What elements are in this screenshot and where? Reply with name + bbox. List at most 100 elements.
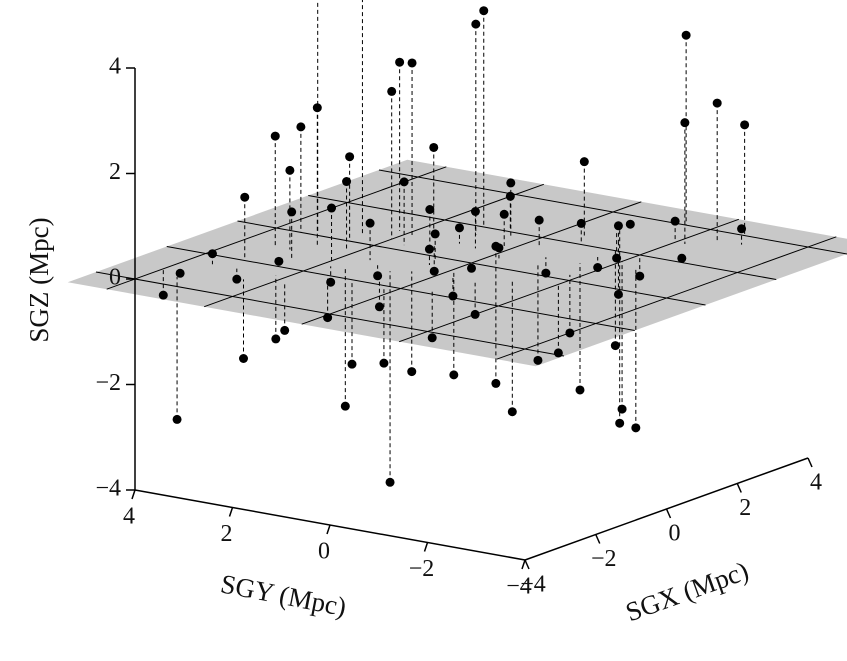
data-point xyxy=(507,407,517,417)
y-tick-label: −4 xyxy=(506,574,532,600)
data-point xyxy=(274,256,284,266)
y-tick-label: −2 xyxy=(409,556,435,582)
y-axis-title: SGY (Mpc) xyxy=(218,568,349,622)
data-point xyxy=(374,302,384,312)
data-point xyxy=(506,178,516,188)
x-tick-label: 2 xyxy=(739,495,751,521)
y-tick xyxy=(423,542,429,552)
data-point xyxy=(610,341,620,351)
y-tick-label: 4 xyxy=(123,504,135,530)
data-point xyxy=(553,348,563,358)
data-point xyxy=(327,203,337,213)
data-point xyxy=(429,266,439,276)
data-point xyxy=(239,354,248,363)
data-point xyxy=(387,86,397,96)
x-tick-label: 4 xyxy=(810,470,822,496)
data-point xyxy=(533,355,543,365)
data-point xyxy=(312,103,322,113)
data-point xyxy=(345,152,355,162)
data-point xyxy=(613,221,623,231)
data-point xyxy=(271,334,281,344)
data-point xyxy=(296,122,306,132)
data-point xyxy=(175,268,185,278)
data-point xyxy=(280,325,290,335)
data-point xyxy=(429,142,439,152)
data-point xyxy=(407,58,417,68)
data-point xyxy=(479,6,489,16)
data-point xyxy=(407,367,417,377)
data-point xyxy=(541,268,551,278)
data-point xyxy=(593,263,603,273)
data-point xyxy=(631,423,641,433)
x-tick xyxy=(665,508,672,519)
data-point xyxy=(285,165,295,175)
data-point xyxy=(232,274,242,284)
data-point xyxy=(287,207,297,217)
x-tick-label: 0 xyxy=(669,521,681,547)
data-point xyxy=(424,244,434,254)
data-point xyxy=(681,30,691,40)
data-point xyxy=(737,224,747,234)
data-point xyxy=(470,309,480,319)
x-tick-label: −4 xyxy=(520,572,546,598)
data-point xyxy=(470,207,480,216)
x-tick xyxy=(595,534,601,544)
z-axis-title: SGZ (Mpc) xyxy=(24,217,54,342)
z-tick-label: −4 xyxy=(95,476,121,502)
data-point xyxy=(625,219,635,229)
data-point xyxy=(712,98,722,108)
data-point xyxy=(740,120,750,130)
y-tick xyxy=(521,559,526,570)
y-tick xyxy=(228,507,234,517)
data-point xyxy=(395,57,405,67)
data-point xyxy=(534,215,544,225)
data-point xyxy=(340,401,350,411)
data-point xyxy=(615,418,625,428)
data-point xyxy=(491,241,501,251)
y-tick xyxy=(131,489,136,500)
data-point xyxy=(323,313,333,323)
data-point xyxy=(565,328,575,338)
data-point xyxy=(617,404,627,414)
y-tick-label: 0 xyxy=(318,539,330,565)
z-tick-label: 0 xyxy=(109,265,121,291)
z-tick-label: 2 xyxy=(109,159,121,185)
data-point xyxy=(635,271,645,281)
z-tick-label: 4 xyxy=(109,54,121,80)
data-point xyxy=(365,218,375,228)
data-point xyxy=(613,289,623,299)
z-tick-label: −2 xyxy=(95,370,121,396)
data-point xyxy=(575,385,585,395)
data-point xyxy=(425,205,435,214)
data-point xyxy=(467,263,476,273)
y-tick xyxy=(326,524,331,535)
data-point xyxy=(207,249,217,259)
plane-grid-line xyxy=(496,236,837,360)
data-point xyxy=(379,358,389,368)
data-point xyxy=(430,229,440,239)
data-point xyxy=(612,253,622,263)
data-point xyxy=(347,359,357,369)
data-point xyxy=(427,333,437,343)
data-point xyxy=(449,370,459,380)
data-point xyxy=(576,218,586,228)
data-point xyxy=(471,19,481,29)
x-tick xyxy=(736,483,742,493)
data-point xyxy=(326,277,336,287)
data-point xyxy=(240,192,250,202)
data-point xyxy=(342,177,352,187)
data-point xyxy=(499,209,509,219)
reference-plane xyxy=(67,159,847,367)
data-point xyxy=(270,131,280,141)
data-point xyxy=(677,253,687,263)
plane-grid-line xyxy=(399,218,739,343)
x-axis-title: SGX (Mpc) xyxy=(622,555,753,627)
data-point xyxy=(579,157,589,167)
data-point xyxy=(172,414,182,424)
data-point xyxy=(505,191,515,201)
data-point xyxy=(385,477,395,487)
plane-grid-line xyxy=(204,183,544,308)
data-point xyxy=(158,290,168,300)
data-point xyxy=(680,118,690,128)
